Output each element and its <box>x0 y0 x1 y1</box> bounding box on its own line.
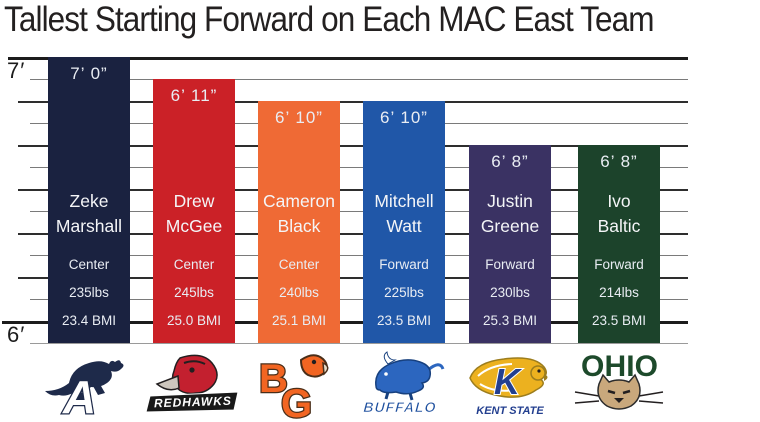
player-position: Forward <box>594 257 644 272</box>
player-position: Forward <box>379 257 429 272</box>
player-position: Forward <box>485 257 535 272</box>
bowling-green-logo: B G <box>249 350 349 420</box>
bar-drew-mcgee: 6’ 11” Drew McGee Center 245lbs 25.0 BMI <box>153 79 235 343</box>
bar-justin-greene: 6’ 8” Justin Greene Forward 230lbs 25.3 B… <box>469 145 551 343</box>
bar-mitchell-watt: 6’ 10” Mitchell Watt Forward 225lbs 23.5 … <box>363 101 445 343</box>
chart-title: Tallest Starting Forward on Each MAC Eas… <box>4 0 654 39</box>
player-name: Zeke Marshall <box>55 191 123 236</box>
bar-height-label: 6’ 10” <box>275 108 323 127</box>
redhawks-wordmark: REDHAWKS <box>154 394 232 411</box>
bar-ivo-baltic: 6’ 8” Ivo Baltic Forward 214lbs 23.5 BMI <box>578 145 660 343</box>
player-position: Center <box>278 257 320 272</box>
player-position: Center <box>173 257 215 272</box>
player-name: Ivo Baltic <box>597 191 641 236</box>
kangaroo-icon: A <box>45 360 124 420</box>
bobcat-icon: OHIO <box>574 350 664 410</box>
player-name: Mitchell Watt <box>374 191 434 236</box>
player-bmi: 25.1 BMI <box>271 313 327 328</box>
golden-flash-icon: K KENT STATE <box>469 357 548 417</box>
player-position: Center <box>68 257 110 272</box>
player-weight: 230lbs <box>490 285 530 300</box>
bar-height-label: 6’ 11” <box>170 86 218 105</box>
player-bmi: 23.5 BMI <box>591 313 647 328</box>
buffalo-bulls-logo: BUFFALO <box>354 350 454 420</box>
kent-state-wordmark: KENT STATE <box>476 405 544 417</box>
bar-height-label: 7’ 0” <box>70 64 108 83</box>
redhawk-icon: REDHAWKS <box>145 354 239 413</box>
bg-b-letter: B <box>259 357 288 401</box>
miami-redhawks-logo: REDHAWKS <box>144 350 244 420</box>
player-name: Cameron Black <box>263 191 335 236</box>
kent-k-letter: K <box>494 361 523 402</box>
bar-height-label: 6’ 8” <box>491 152 529 171</box>
player-name: Drew McGee <box>165 191 223 236</box>
bar-cameron-black: 6’ 10” Cameron Black Center 240lbs 25.1 B… <box>258 101 340 343</box>
player-bmi: 23.5 BMI <box>376 313 432 328</box>
player-weight: 235lbs <box>69 285 109 300</box>
buffalo-wordmark: BUFFALO <box>363 399 437 415</box>
kent-state-logo: K KENT STATE <box>460 350 560 420</box>
axis-tick-6ft: 6′ <box>7 322 26 347</box>
player-bmi: 23.4 BMI <box>61 313 117 328</box>
bar-zeke-marshall: 7’ 0” Zeke Marshall Center 235lbs 23.4 BM… <box>48 57 130 343</box>
bull-icon: BUFFALO <box>363 351 445 415</box>
axis-tick-7ft: 7′ <box>7 58 26 83</box>
player-weight: 245lbs <box>174 285 214 300</box>
bg-falcon-icon: B G <box>258 354 329 420</box>
ohio-wordmark: OHIO <box>581 350 658 383</box>
bg-g-letter: G <box>281 382 312 420</box>
player-weight: 225lbs <box>384 285 424 300</box>
player-bmi: 25.0 BMI <box>166 313 222 328</box>
player-weight: 240lbs <box>279 285 319 300</box>
player-bmi: 25.3 BMI <box>482 313 538 328</box>
akron-zips-logo: A <box>39 350 139 420</box>
ohio-bobcats-logo: OHIO <box>569 350 669 420</box>
player-weight: 214lbs <box>599 285 639 300</box>
akron-a-letter: A <box>62 371 96 420</box>
bar-height-label: 6’ 8” <box>600 152 638 171</box>
bar-height-label: 6’ 10” <box>380 108 428 127</box>
player-name: Justin Greene <box>480 191 540 236</box>
